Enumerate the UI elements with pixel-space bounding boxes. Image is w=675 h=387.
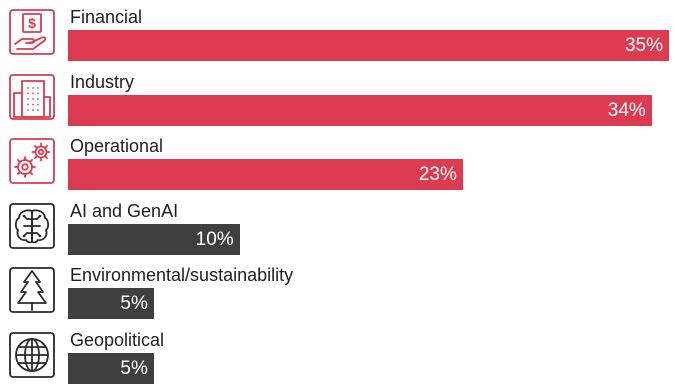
hand-dollar-icon: $ xyxy=(8,8,56,56)
bar: 5% xyxy=(68,288,154,319)
brain-chip-icon xyxy=(8,202,56,250)
category-label: Environmental/sustainability xyxy=(70,265,294,285)
bar: 10% xyxy=(68,223,240,255)
category-label: Geopolitical xyxy=(70,329,165,350)
bar: 23% xyxy=(68,159,463,190)
building-icon xyxy=(8,73,56,121)
gears-icon xyxy=(8,137,56,185)
bar: 34% xyxy=(68,94,652,126)
bar-row: Industry 34% xyxy=(0,65,675,129)
category-label: Industry xyxy=(70,71,135,92)
value-label: 5% xyxy=(120,357,148,379)
bar-row: Environmental/sustainability 5% xyxy=(0,258,675,322)
value-label: 35% xyxy=(624,35,663,56)
category-label: Operational xyxy=(70,136,164,156)
bar-row: Geopolitical 5% xyxy=(0,323,675,387)
value-label: 23% xyxy=(418,164,457,185)
value-label: 5% xyxy=(120,293,148,314)
category-label: Financial xyxy=(70,7,143,27)
bar-row: Operational 23% xyxy=(0,129,675,193)
globe-icon xyxy=(8,331,56,379)
bar-row: $ Financial 35% xyxy=(0,0,675,64)
bar-row: AI and GenAI 10% xyxy=(0,194,675,258)
value-label: 10% xyxy=(195,228,234,250)
svg-text:$: $ xyxy=(28,15,36,31)
category-label: AI and GenAI xyxy=(70,200,179,221)
value-label: 34% xyxy=(607,99,646,121)
bar: 5% xyxy=(68,352,154,384)
bar: 35% xyxy=(68,30,669,61)
tree-icon xyxy=(8,266,56,314)
